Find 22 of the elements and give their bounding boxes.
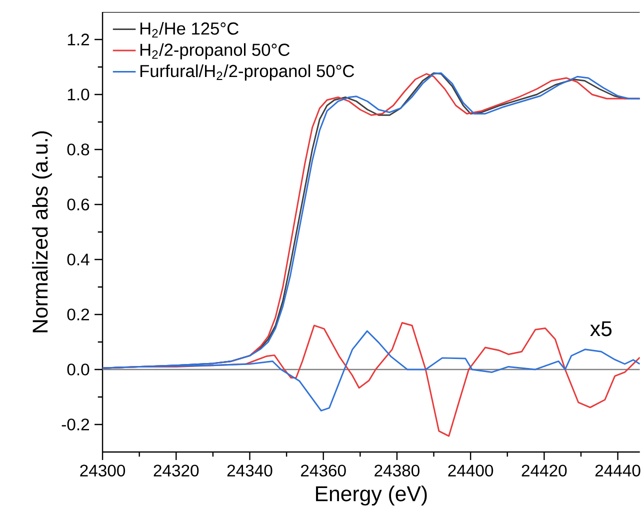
y-axis-title: Normalized abs (a.u.) xyxy=(32,131,52,332)
y-tick-label: 1.2 xyxy=(68,34,89,46)
y-tick-label: 0.4 xyxy=(67,254,90,266)
x-tick-label: 24320 xyxy=(154,464,199,476)
x-axis-title: Energy (eV) xyxy=(316,486,427,506)
y-tick-label: 1.0 xyxy=(68,88,90,100)
legend-label: H$_{2}$/He 125°C xyxy=(140,22,238,38)
y-tick-label: 0.0 xyxy=(67,364,90,376)
x-tick-label: 24300 xyxy=(80,464,126,476)
legend-label: H$_{2}$/2-propanol 50°C xyxy=(140,43,290,60)
x-tick-label: 24420 xyxy=(522,464,567,476)
y-tick-label: 0.6 xyxy=(67,198,90,210)
y-tick-label: 0.8 xyxy=(67,144,90,156)
annotation: x5 xyxy=(590,321,612,336)
legend-label: Furfural/H$_{2}$/2-propanol 50°C xyxy=(140,64,354,81)
y-tick-label: 0.2 xyxy=(67,308,89,320)
x-tick-label: 24400 xyxy=(448,464,494,476)
x-tick-label: 24360 xyxy=(301,464,346,476)
y-tick-label: -0.2 xyxy=(62,418,89,430)
x-tick-label: 24440 xyxy=(595,464,640,476)
x-tick-label: 24380 xyxy=(374,464,420,476)
x-tick-label: 24340 xyxy=(227,464,272,476)
